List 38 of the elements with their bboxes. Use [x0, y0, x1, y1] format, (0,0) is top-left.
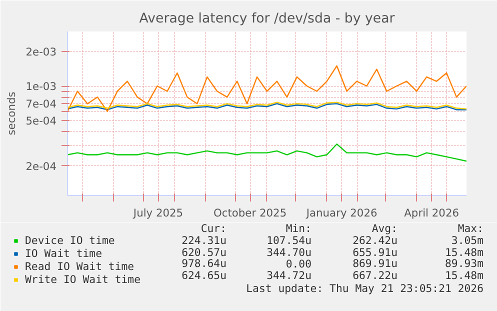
- y-tick-label: 7e-04: [26, 98, 57, 111]
- text: 107.54u: [266, 234, 312, 247]
- text: 655.91u: [352, 246, 398, 259]
- text: 344.70u: [266, 246, 312, 259]
- text: 15.48m: [445, 246, 484, 259]
- text: 0.00: [286, 258, 312, 270]
- y-tick-label: 5e-04: [26, 114, 57, 128]
- text: Max:: [458, 222, 484, 235]
- line-series: [68, 144, 466, 162]
- text: 978.64u: [182, 257, 227, 270]
- legend-label: Read IO Wait time: [25, 260, 134, 273]
- x-tick-label: April 2026: [404, 206, 460, 220]
- y-tick-label: 2e-04: [26, 160, 57, 173]
- chart-title: Average latency for /dev/sda - by year: [139, 12, 396, 26]
- text: 869.91u: [352, 257, 398, 270]
- text: 620.57u: [182, 246, 227, 259]
- x-tick-label: July 2025: [132, 206, 184, 220]
- text: Cur:: [200, 222, 227, 235]
- x-tick-label: January 2026: [305, 206, 378, 220]
- text: 15.48m: [445, 269, 484, 282]
- text: 262.42u: [352, 234, 398, 247]
- y-tick-label: 2e-03: [26, 46, 57, 59]
- text: 344.72u: [266, 269, 312, 282]
- text: 89.93m: [445, 257, 484, 270]
- text: Min:: [286, 222, 312, 235]
- text: 3.05m: [451, 234, 484, 247]
- text: 624.65u: [182, 269, 227, 282]
- text: Last update: Thu May 21 23:05:21 2026: [246, 282, 484, 295]
- legend-label: Device IO time: [25, 234, 115, 247]
- text: 224.31u: [182, 234, 227, 247]
- y-axis-title: seconds: [4, 91, 18, 136]
- text: Avg:: [372, 222, 398, 235]
- legend-label: Write IO Wait time: [25, 273, 140, 286]
- x-tick-label: October 2025: [213, 206, 287, 220]
- text: 667.22u: [352, 269, 398, 282]
- y-tick-label: 1e-03: [26, 80, 57, 93]
- legend-label: IO Wait time: [25, 247, 102, 260]
- line-series: [68, 65, 466, 112]
